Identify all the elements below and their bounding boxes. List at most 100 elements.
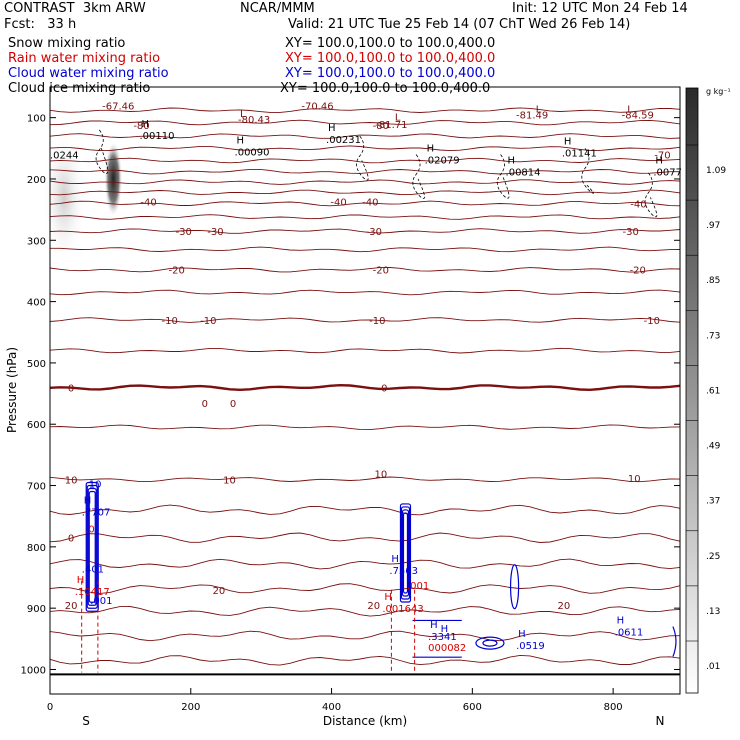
y-tick-label: 1000 bbox=[21, 665, 46, 676]
init-time: Init: 12 UTC Mon 24 Feb 14 bbox=[512, 1, 688, 16]
temperature-contour-label: -70.46 bbox=[301, 101, 333, 112]
temperature-contour bbox=[49, 630, 681, 642]
experiment-name: CONTRAST bbox=[4, 1, 75, 16]
contour-labels: -67.46 -70.46 -80.43 -81.71 -81.49 -84.59 -80 -… bbox=[50, 101, 682, 653]
temperature-contour-label: 0 bbox=[202, 399, 208, 410]
extremum-marker: H bbox=[328, 123, 336, 134]
temperature-contour-label: -20 bbox=[169, 266, 185, 277]
temperature-contour bbox=[49, 107, 681, 113]
temperature-contour-label: -70 bbox=[654, 150, 670, 161]
cloud-ice-contour bbox=[412, 154, 425, 199]
temperature-contours bbox=[49, 107, 681, 666]
extremum-marker: H bbox=[237, 135, 245, 146]
x-tick-label: 800 bbox=[604, 702, 623, 713]
temperature-contour bbox=[49, 317, 681, 323]
extremum-value: 000082 bbox=[428, 643, 466, 654]
end-label-north: N bbox=[656, 714, 665, 728]
temperature-contour bbox=[49, 119, 681, 126]
y-axis-label: Pressure (hPa) bbox=[5, 347, 19, 433]
temperature-contour-label: -10 bbox=[200, 316, 216, 327]
extremum-value: .02079 bbox=[425, 155, 460, 166]
extremum-marker: H bbox=[427, 143, 435, 154]
extremum-value: .00090 bbox=[235, 147, 270, 158]
extremum-value: .10417 bbox=[75, 587, 110, 598]
temperature-contour-label: -30 bbox=[623, 227, 639, 238]
x-tick-label: 600 bbox=[463, 702, 482, 713]
temperature-contour-label: -10 bbox=[161, 316, 177, 327]
snow-faint bbox=[42, 127, 87, 268]
cloud-water-contour bbox=[88, 490, 96, 603]
contour-label: 10 bbox=[89, 480, 102, 491]
center-name: NCAR/MMM bbox=[240, 1, 315, 16]
extremum-marker: H bbox=[617, 615, 625, 626]
cloud-water-contour bbox=[87, 487, 97, 606]
extremum-value: .001643 bbox=[382, 604, 423, 615]
temperature-contour bbox=[49, 267, 681, 273]
temperature-contour bbox=[49, 200, 681, 207]
temperature-contour bbox=[49, 558, 681, 570]
colorbar-tick-label: .37 bbox=[706, 497, 720, 507]
temperature-contour bbox=[49, 424, 681, 431]
low-marker: L bbox=[627, 104, 633, 115]
field-cloud-xy: XY= 100.0,100.0 to 100.0,400.0 bbox=[285, 66, 496, 81]
extremum-value: .3341 bbox=[428, 632, 457, 643]
extremum-marker: H bbox=[430, 620, 438, 631]
low-marker: L bbox=[536, 104, 542, 115]
extremum-value: .0077 bbox=[653, 168, 682, 179]
y-tick-label: 400 bbox=[27, 298, 46, 309]
cloud-water-contour bbox=[672, 626, 677, 657]
temperature-contour bbox=[49, 214, 681, 220]
temperature-contour-label: -81.49 bbox=[516, 111, 548, 122]
temperature-contour-label: -40 bbox=[630, 199, 646, 210]
cloud-water-contour bbox=[85, 481, 99, 612]
temperature-contour-label: 10 bbox=[628, 474, 641, 485]
extremum-marker: H bbox=[142, 119, 150, 130]
low-marker: L bbox=[395, 112, 401, 123]
temperature-contour bbox=[49, 347, 681, 354]
fcst-label: Fcst: bbox=[4, 17, 35, 32]
temperature-contour-label: 0 bbox=[230, 399, 236, 410]
cloud-ice-contour bbox=[496, 154, 510, 199]
forecast-hour: Fcst: 33 h bbox=[4, 18, 76, 32]
snow-core bbox=[104, 140, 123, 217]
extremum-marker: H bbox=[384, 592, 392, 603]
field-ice-xy: XY= 100.0,100.0 to 100.0,400.0 bbox=[280, 81, 491, 96]
colorbar-tick-label: .49 bbox=[706, 442, 721, 452]
extremum-value: .00231 bbox=[326, 135, 361, 146]
x-axis-label: Distance (km) bbox=[323, 714, 407, 728]
temperature-contour-label: -20 bbox=[373, 266, 389, 277]
temperature-contour bbox=[49, 179, 681, 185]
temperature-contour-label: 0 bbox=[68, 383, 74, 394]
temperature-contour bbox=[49, 228, 681, 234]
extremum-marker: H bbox=[391, 554, 399, 565]
extremum-value: .7563 bbox=[389, 566, 418, 577]
temperature-contour bbox=[49, 145, 681, 152]
low-marker: L bbox=[240, 109, 246, 120]
cloud-ice-contour bbox=[356, 135, 369, 181]
extremum-value: .00814 bbox=[506, 168, 541, 179]
temperature-contour-label: -67.46 bbox=[102, 101, 134, 112]
contour-label: H bbox=[441, 624, 449, 635]
temperature-contour-label: 20 bbox=[367, 601, 380, 612]
temperature-contour-label: 10 bbox=[65, 475, 78, 486]
colorbar-tick-label: .61 bbox=[706, 386, 720, 396]
cloud-water-contour bbox=[412, 619, 462, 658]
y-tick-label: 700 bbox=[27, 482, 46, 493]
temperature-contour bbox=[50, 246, 681, 253]
y-tick-label: 600 bbox=[27, 420, 46, 431]
freezing-level-contour bbox=[49, 383, 681, 392]
x-tick-label: 200 bbox=[181, 702, 200, 713]
temperature-contour-label: -40 bbox=[330, 198, 346, 209]
colorbar-tick-label: .25 bbox=[706, 552, 720, 562]
temperature-contour-label: 0 bbox=[68, 534, 74, 545]
extremum-value: .7707 bbox=[82, 507, 111, 518]
y-tick-label: 900 bbox=[27, 604, 46, 615]
y-tick-label: 100 bbox=[27, 114, 46, 125]
temperature-contour bbox=[49, 532, 681, 543]
y-tick-label: 800 bbox=[27, 543, 46, 554]
extremum-value: .001 bbox=[90, 596, 112, 607]
extremum-value: .0519 bbox=[516, 641, 545, 652]
temperature-contour-label: -81.71 bbox=[375, 120, 407, 131]
